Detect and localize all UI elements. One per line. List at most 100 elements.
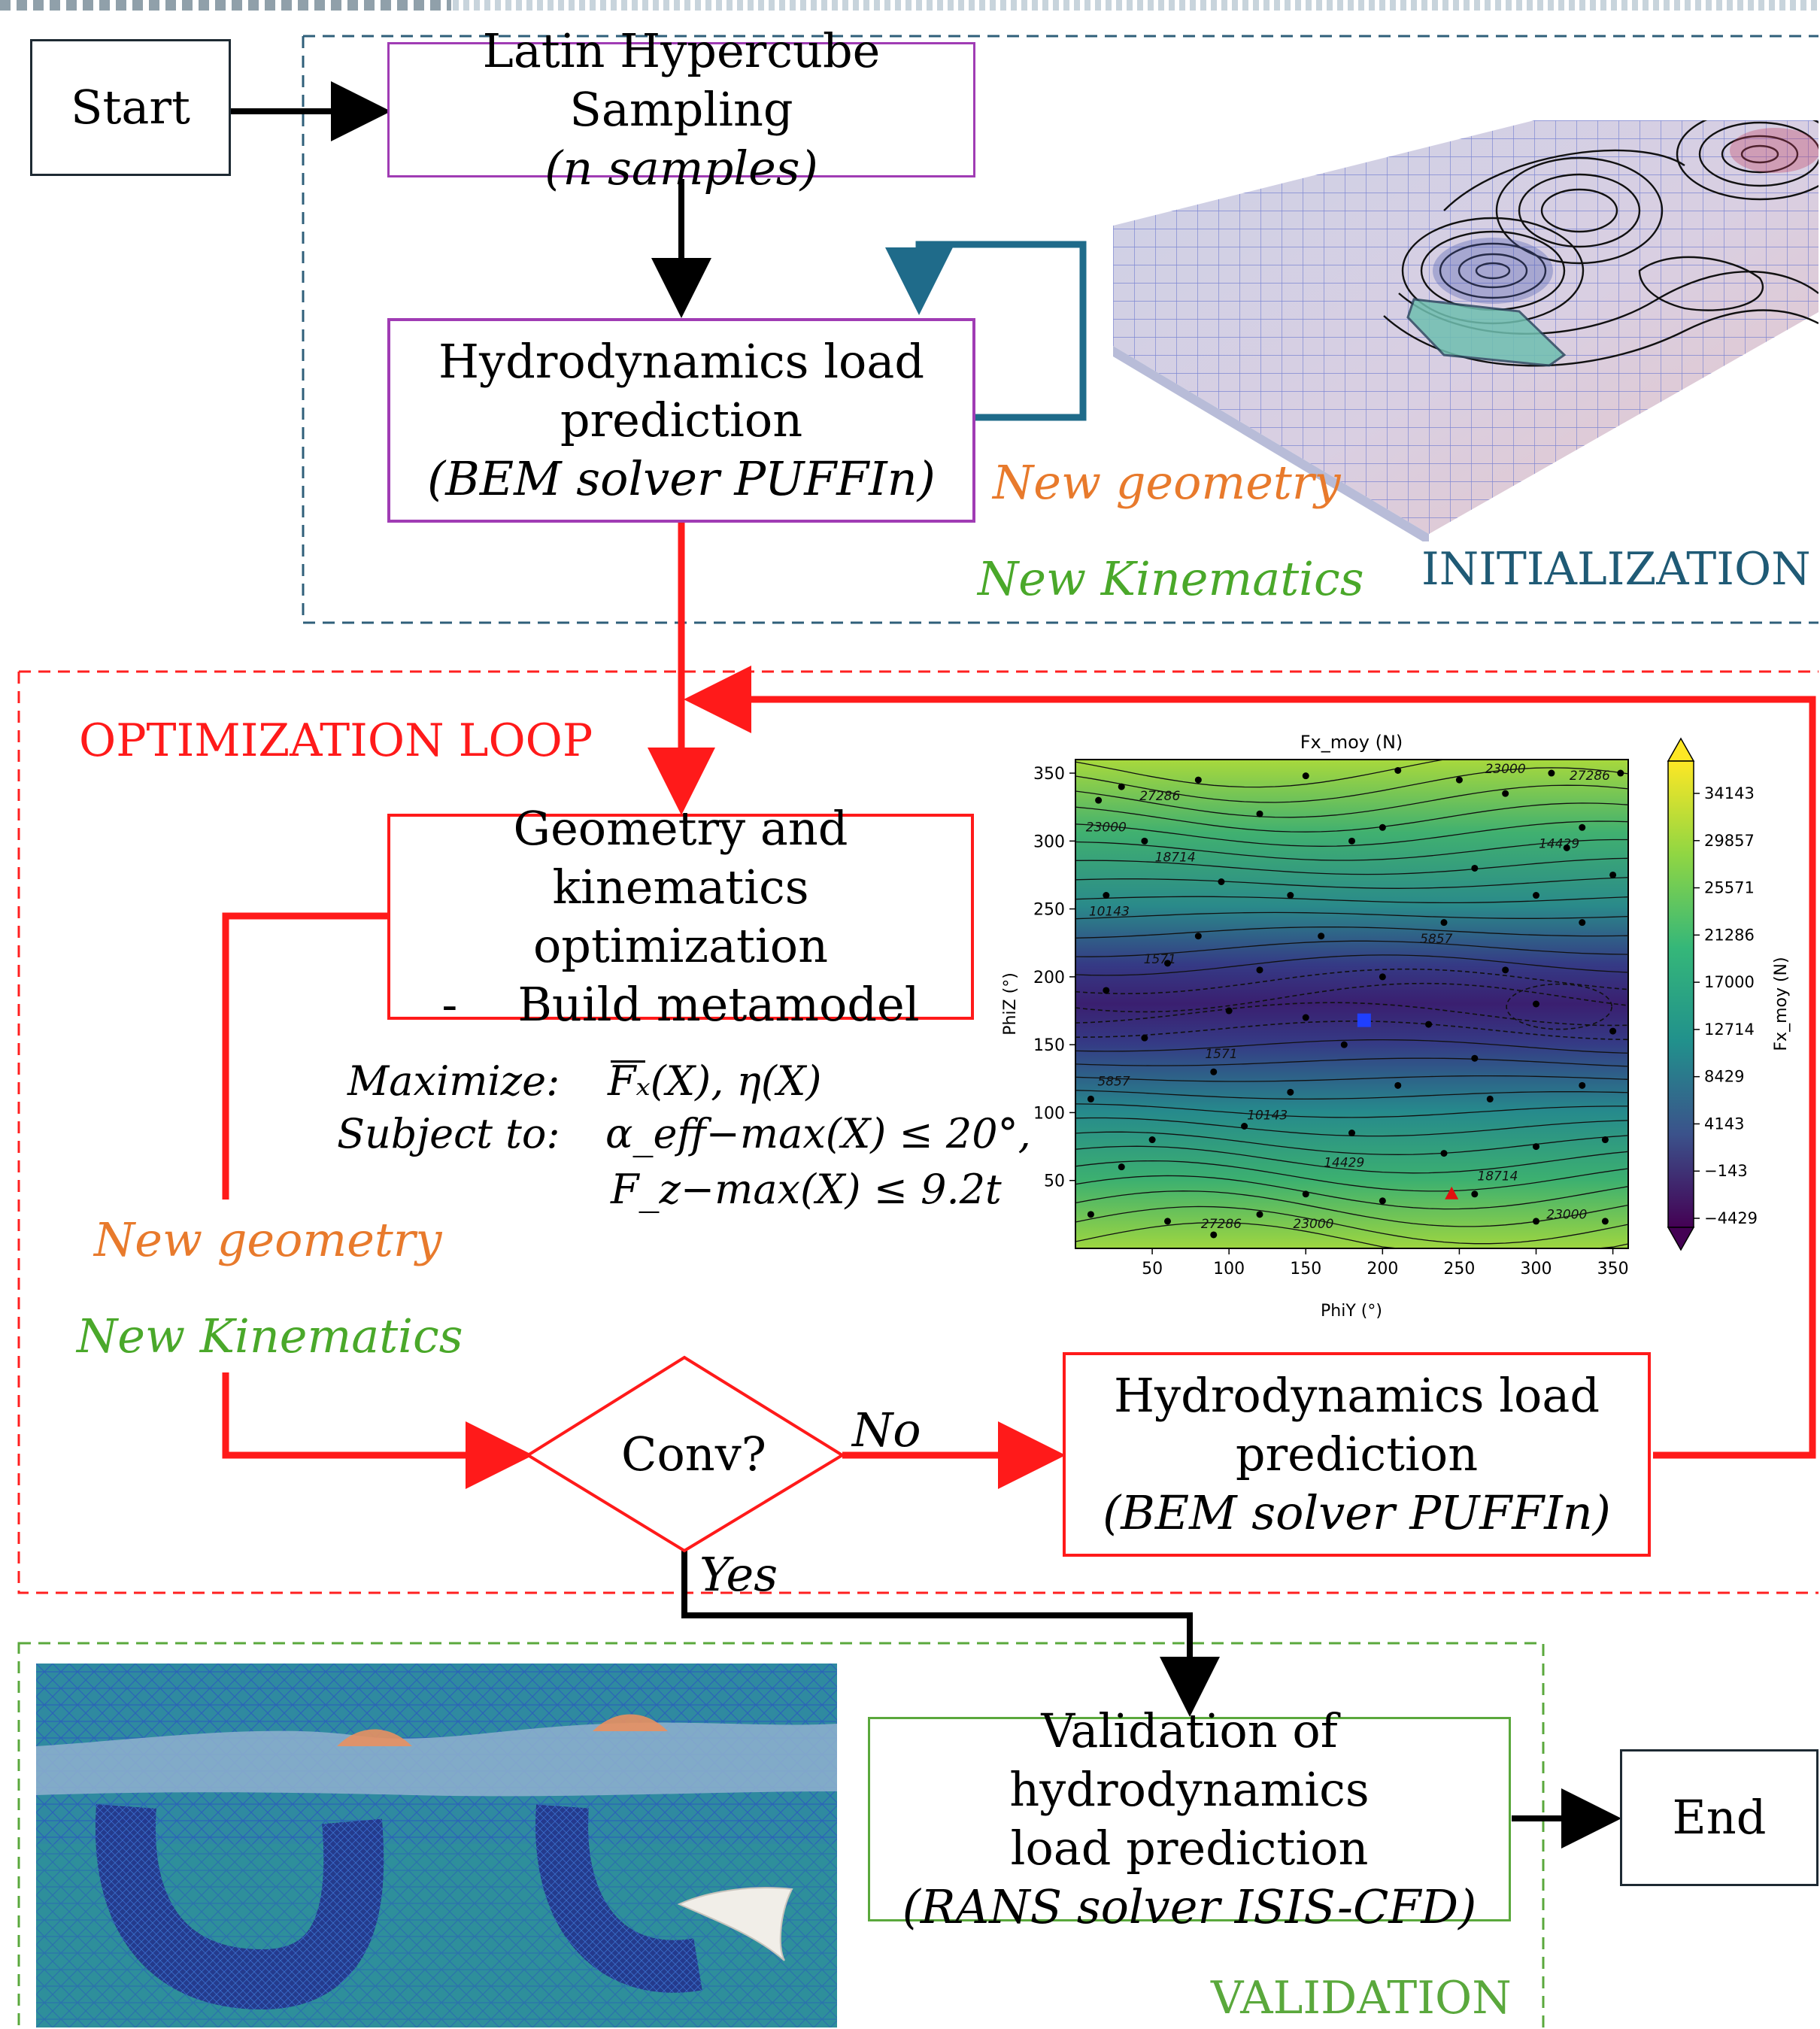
contour-line — [1075, 940, 1629, 957]
sample-point — [1164, 960, 1171, 967]
sample-point — [1256, 1211, 1263, 1218]
sample-point — [1486, 1095, 1494, 1102]
plot-area — [1075, 759, 1629, 1249]
sample-point — [1256, 810, 1263, 817]
y-ticks: 50 100 150 200 250 300 350 — [1033, 765, 1075, 1191]
contour-line — [1075, 927, 1629, 939]
colorbar-tick-label: 17000 — [1704, 973, 1755, 991]
lhs-subtitle: (n samples) — [544, 141, 818, 196]
hydro-subtitle: (BEM solver PUFFIn) — [427, 451, 936, 506]
contour-line — [1075, 982, 1629, 1013]
sample-point — [1210, 1231, 1218, 1239]
validation-node: Validation of hydrodynamics load predict… — [868, 1703, 1511, 1934]
convergence-diamond — [525, 1355, 845, 1553]
sample-point — [1394, 766, 1402, 774]
sample-point — [1533, 1218, 1539, 1225]
y-axis-label: PhiZ (°) — [1001, 972, 1020, 1036]
y-tick-label: 250 — [1033, 901, 1065, 920]
no-label: No — [852, 1403, 921, 1457]
sample-point — [1194, 776, 1202, 784]
contour-label: 23000 — [1293, 1217, 1333, 1232]
contour-line — [1075, 1075, 1629, 1082]
sample-point — [1087, 1211, 1094, 1218]
cfd-surface-crest-2 — [593, 1714, 668, 1731]
contour-label: 5857 — [1097, 1074, 1130, 1089]
sample-point — [1455, 776, 1463, 784]
hydro-line2: prediction — [560, 393, 803, 447]
geo-line1: Geometry and kinematics — [513, 801, 848, 914]
sample-point — [1241, 1123, 1248, 1130]
contour-label: 14429 — [1539, 836, 1579, 851]
yes-label: Yes — [699, 1547, 778, 1602]
bem-mesh-surface-image — [1113, 120, 1818, 541]
sample-point — [1533, 1143, 1539, 1151]
sample-point — [1118, 783, 1125, 790]
mesh-blue-trough — [1433, 238, 1553, 304]
mesh-side — [1113, 346, 1429, 541]
colorbar-tick-label: 21286 — [1704, 926, 1755, 944]
contour-line — [1075, 767, 1629, 803]
sample-point — [1194, 933, 1202, 940]
sample-point — [1579, 919, 1586, 927]
y-tick-label: 50 — [1044, 1172, 1065, 1191]
x-ticks: 50 100 150 200 250 300 350 — [1142, 1248, 1629, 1278]
geo-line3-row: - Build metamodel — [441, 975, 919, 1034]
y-tick-label: 150 — [1033, 1036, 1065, 1055]
x-tick-label: 300 — [1521, 1260, 1552, 1278]
objective-overbar — [611, 1060, 645, 1063]
sample-point — [1502, 966, 1509, 974]
sample-point — [1601, 1218, 1609, 1225]
sample-point — [1533, 1000, 1539, 1008]
objective-expression: Fₓ(X), η(X) — [608, 1057, 822, 1105]
geo-bullet: - — [441, 977, 458, 1032]
x-tick-label: 100 — [1213, 1260, 1245, 1278]
initialization-region-border — [302, 35, 1818, 624]
sample-point — [1218, 878, 1225, 885]
x-tick-label: 350 — [1597, 1260, 1629, 1278]
sample-point — [1103, 892, 1110, 899]
cfd-free-surface — [36, 1722, 837, 1797]
sample-point — [1256, 966, 1263, 974]
constraint-1: α_eff−max(X) ≤ 20°, — [605, 1110, 1031, 1157]
arrow-left-loop-top — [222, 912, 387, 1200]
colorbar-top-cap — [1667, 737, 1695, 762]
sample-points — [1087, 766, 1624, 1239]
contour-line — [1075, 1020, 1629, 1041]
contour-line — [1075, 1145, 1629, 1174]
sample-point — [1287, 1088, 1294, 1096]
subject-to-label: Subject to: — [337, 1110, 560, 1157]
initialization-title: INITIALIZATION — [1421, 543, 1811, 596]
cfd-surface-crest-1 — [337, 1729, 412, 1746]
colorbar-tick-label: 8429 — [1704, 1068, 1744, 1086]
start-label: Start — [71, 80, 190, 135]
validation-title: VALIDATION — [1211, 1972, 1512, 2024]
contour-label: 23000 — [1086, 820, 1127, 836]
mesh-red-peak — [1730, 128, 1818, 173]
opt-new-geometry-label: New geometry — [94, 1212, 442, 1267]
sample-point — [1563, 844, 1570, 851]
end-node: End — [1620, 1749, 1818, 1886]
sample-point — [1617, 769, 1624, 777]
x-tick-label: 50 — [1142, 1260, 1163, 1278]
optimization-region-border — [17, 670, 1818, 1594]
hydrodynamics-prediction-node-2: Hydrodynamics load prediction (BEM solve… — [1063, 1352, 1651, 1557]
contour-line — [1075, 759, 1628, 788]
sample-point — [1609, 871, 1617, 878]
arrow-conv-to-validation — [681, 1549, 1220, 1717]
end-label: End — [1672, 1790, 1767, 1845]
contour-line — [1075, 1039, 1629, 1054]
hydro2-line2: prediction — [1235, 1427, 1479, 1482]
contour-line — [1075, 839, 1628, 861]
contour-line — [1075, 954, 1629, 976]
colorbar — [1667, 760, 1694, 1228]
optimization-loop-title: OPTIMIZATION LOOP — [79, 714, 593, 767]
valid-line2: load prediction — [1010, 1821, 1369, 1876]
convergence-label: Conv? — [621, 1427, 766, 1482]
chart-title: Fx_moy (N) — [1300, 732, 1403, 753]
contour-line — [1075, 784, 1629, 818]
sample-point — [1340, 1041, 1348, 1048]
valid-line1: Validation of hydrodynamics — [1009, 1703, 1370, 1817]
sample-point — [1087, 1095, 1094, 1102]
